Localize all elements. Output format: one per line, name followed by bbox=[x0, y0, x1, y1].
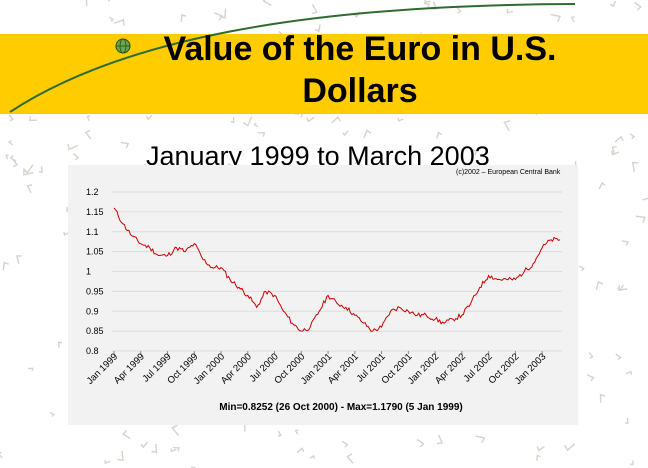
y-axis: 1.2 1.15 1.1 1.05 1 0.95 0.9 0.85 0.8 bbox=[86, 187, 104, 356]
title-band bbox=[0, 34, 648, 114]
slide-title: Value of the Euro in U.S. Dollars bbox=[163, 30, 557, 110]
chart-gridlines bbox=[112, 191, 562, 352]
title-arc bbox=[9, 3, 576, 113]
chart-panel bbox=[68, 165, 578, 425]
globe-bullet-icon bbox=[115, 38, 131, 54]
chart-credit: (c)2002 – European Central Bank bbox=[456, 169, 561, 176]
min-max-annotation: Min=0.8252 (26 Oct 2000) - Max=1.1790 (5… bbox=[219, 402, 462, 413]
y-tick-label: 1.05 bbox=[86, 247, 104, 257]
y-tick-label: 1.2 bbox=[86, 187, 99, 197]
y-tick-label: 0.95 bbox=[86, 286, 104, 296]
euro-dollar-chart: (c)2002 – European Central Bank 1.21.151… bbox=[85, 169, 562, 413]
series-line bbox=[113, 207, 561, 332]
y-tick-label: 0.85 bbox=[86, 326, 104, 336]
y-tick-label: 0.8 bbox=[86, 346, 99, 356]
y-tick-label: 0.9 bbox=[86, 306, 99, 316]
y-tick-label: 1 bbox=[86, 267, 91, 277]
y-tick-label: 1.15 bbox=[86, 207, 104, 217]
y-tick-label: 1.1 bbox=[86, 227, 99, 237]
